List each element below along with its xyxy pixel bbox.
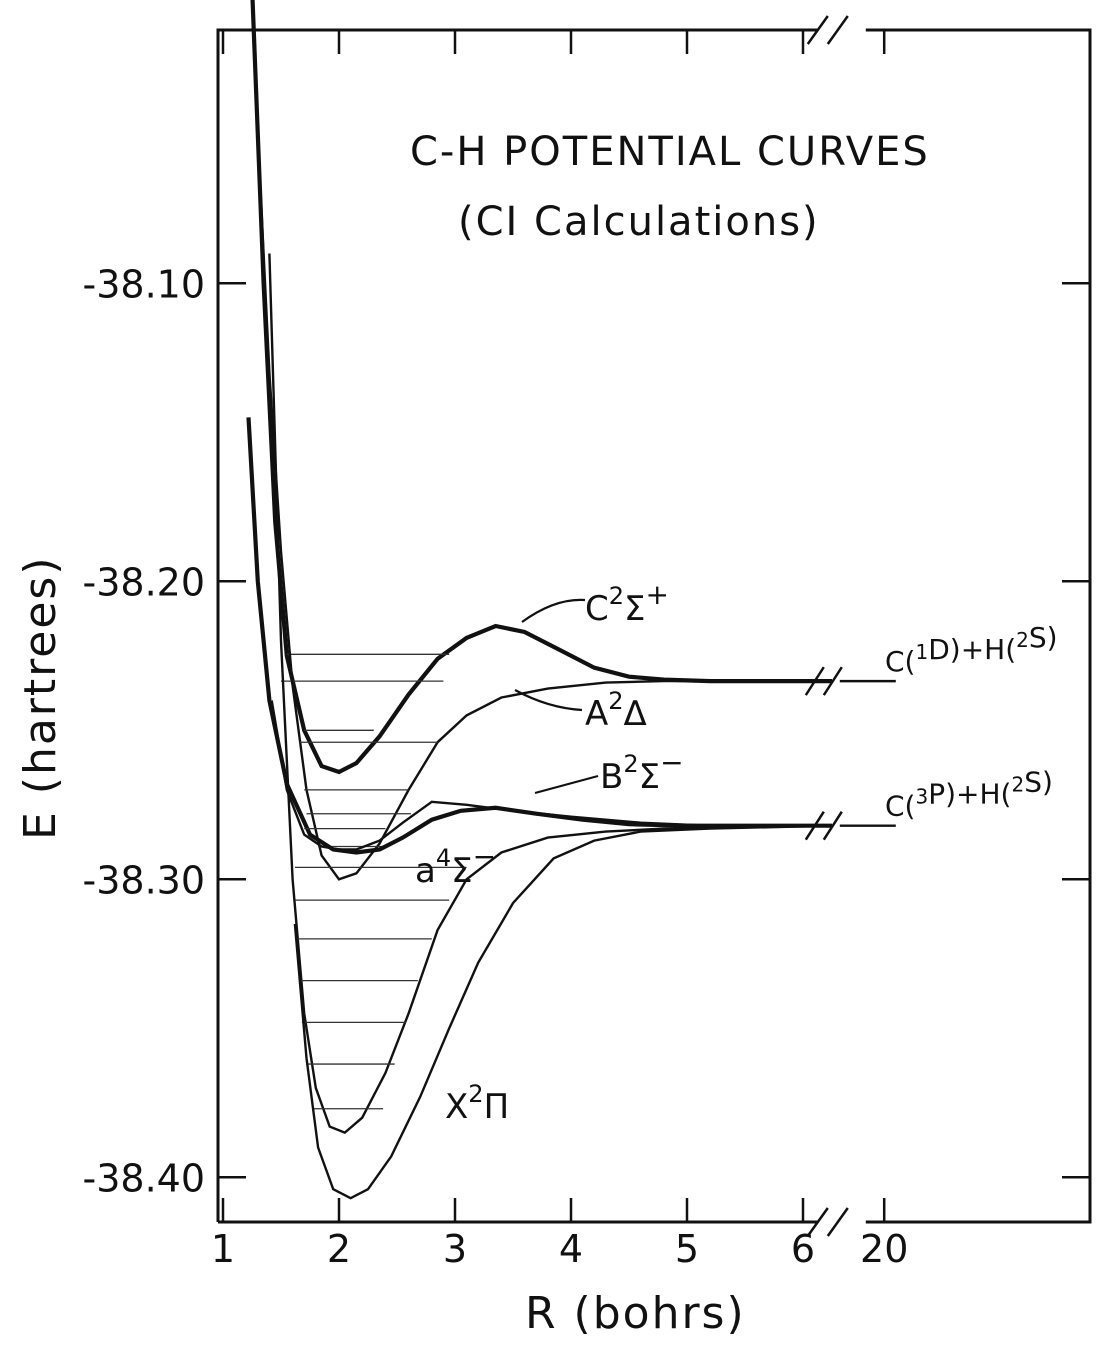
state-label: B2Σ− — [600, 746, 684, 797]
series-group — [268, 253, 833, 1134]
potential-curve — [293, 824, 833, 1200]
x-tick-label: 20 — [860, 1227, 908, 1271]
state-label: a4Σ− — [415, 840, 496, 891]
label-symbol: Δ — [624, 694, 647, 734]
y-axis-title: E (hartrees) — [15, 556, 66, 841]
potential-curve — [270, 700, 832, 851]
asymptote-break — [804, 810, 843, 841]
asymptote-break — [804, 666, 843, 696]
state-pointer-arrow — [521, 598, 586, 623]
y-tick-label: -38.20 — [83, 560, 206, 604]
asymptote-label: C(3P)+H(2S) — [885, 766, 1053, 823]
tick-layer: -38.10-38.20-38.30-38.401 2 3 4 5 6 20 — [83, 30, 1090, 1271]
label-text: B — [600, 757, 623, 797]
label-superscript: 2 — [1016, 628, 1029, 652]
label-text: C( — [885, 790, 915, 823]
y-tick-label: -38.30 — [83, 858, 206, 902]
potential-curve — [250, 0, 832, 775]
plot-border — [216, 28, 1092, 1224]
label-text: P)+H( — [928, 778, 1011, 811]
label-text: C( — [885, 645, 915, 678]
label-symbol: Σ — [624, 589, 645, 629]
x-tick-label: 3 — [443, 1227, 467, 1271]
potential-curve — [246, 417, 832, 855]
label-superscript: 2 — [623, 750, 638, 778]
state-label: C2Σ+ — [585, 578, 669, 629]
chart-title: C-H POTENTIAL CURVES — [410, 129, 930, 175]
label-superscript: 1 — [915, 640, 928, 664]
label-superscript: − — [660, 746, 683, 779]
series-group — [270, 700, 832, 851]
series-group — [246, 417, 832, 855]
label-text: C — [585, 589, 609, 629]
label-superscript: 2 — [609, 582, 624, 610]
label-superscript: 3 — [915, 785, 928, 809]
label-symbol: Π — [484, 1087, 510, 1127]
chart-subtitle: (CI Calculations) — [458, 199, 820, 245]
label-superscript: 2 — [468, 1080, 483, 1108]
label-superscript: 2 — [608, 687, 623, 715]
label-text: S) — [1024, 766, 1053, 799]
y-tick-label: -38.40 — [83, 1156, 206, 1200]
x-tick-label: 6 — [791, 1227, 815, 1271]
potential-curve — [256, 134, 832, 881]
x-tick-label: 4 — [559, 1227, 583, 1271]
axis-break-top — [806, 15, 849, 45]
plot-frame — [216, 15, 1092, 1237]
label-symbol: Σ — [451, 851, 472, 891]
label-text: a — [415, 851, 436, 891]
series-group — [293, 824, 833, 1200]
label-symbol: Σ — [639, 757, 660, 797]
state-label: X2Π — [445, 1080, 509, 1127]
state-pointer-arrow — [534, 774, 599, 795]
x-tick-label: 1 — [211, 1227, 235, 1271]
state-pointer-arrow — [514, 689, 583, 712]
label-superscript: + — [646, 578, 669, 611]
potential-curve — [268, 253, 833, 1134]
axis-break-bottom — [806, 1207, 849, 1237]
label-superscript: 4 — [436, 844, 451, 872]
x-axis-title: R (bohrs) — [525, 1288, 746, 1339]
label-superscript: − — [473, 840, 496, 873]
label-superscript: 2 — [1011, 773, 1024, 797]
label-text: X — [445, 1087, 468, 1127]
label-text: D)+H( — [928, 633, 1016, 666]
label-text: S) — [1029, 621, 1058, 654]
label-text: A — [585, 694, 608, 734]
y-tick-label: -38.10 — [83, 262, 206, 306]
state-label: A2Δ — [585, 687, 647, 734]
x-tick-label: 5 — [675, 1227, 699, 1271]
x-tick-label: 2 — [327, 1227, 351, 1271]
series-group — [250, 0, 832, 775]
asymptote-label: C(1D)+H(2S) — [885, 621, 1058, 678]
